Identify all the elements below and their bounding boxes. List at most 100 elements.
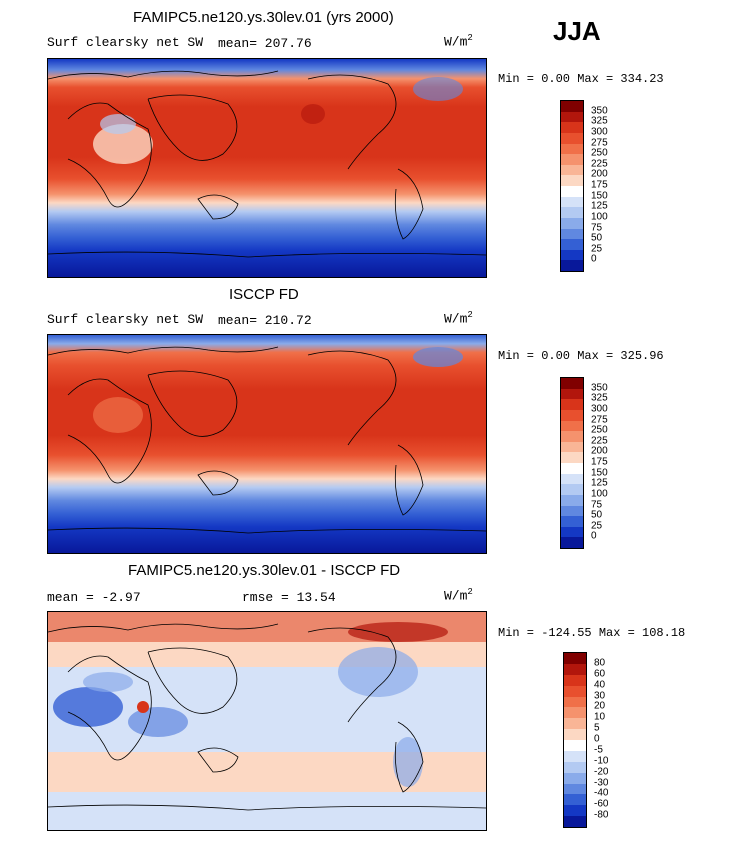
panel-2-map xyxy=(47,334,487,554)
colorbar-swatch xyxy=(561,164,583,176)
colorbar-swatch xyxy=(561,516,583,527)
colorbar-tick-label: 325 xyxy=(591,392,608,404)
panel-2-map-svg xyxy=(48,335,486,553)
colorbar-tick-label: 75 xyxy=(591,222,603,233)
colorbar-swatch xyxy=(561,420,583,432)
colorbar-tick-label: 25 xyxy=(591,520,603,532)
panel-3-mean-label: mean = -2.97 xyxy=(47,590,141,605)
colorbar-swatch xyxy=(561,463,583,474)
panel-3-title: FAMIPC5.ne120.ys.30lev.01 - ISCCP FD xyxy=(128,562,401,579)
colorbar-tick-label: 350 xyxy=(591,382,608,394)
colorbar-swatch xyxy=(564,685,586,697)
colorbar-swatch xyxy=(564,674,586,686)
colorbar-swatch xyxy=(561,249,583,261)
colorbar-swatch xyxy=(564,740,586,751)
colorbar-tick-label: 0 xyxy=(591,530,597,542)
colorbar-tick-label: 125 xyxy=(591,200,608,212)
colorbar-swatch xyxy=(561,186,583,197)
panel-2-colorbar xyxy=(560,377,584,549)
colorbar-tick-label: 0 xyxy=(594,733,600,745)
colorbar-tick-label: 250 xyxy=(591,147,608,159)
colorbar-swatch xyxy=(561,260,583,271)
colorbar-swatch xyxy=(564,750,586,762)
colorbar-swatch xyxy=(564,805,586,817)
colorbar-swatch xyxy=(561,526,583,538)
colorbar-swatch xyxy=(561,228,583,240)
colorbar-tick-label: 100 xyxy=(591,488,608,500)
panel-1-minmax: Min = 0.00 Max = 334.23 xyxy=(498,72,664,86)
colorbar-tick-label: 200 xyxy=(591,445,608,457)
colorbar-swatch xyxy=(564,663,586,675)
panel-3-map-svg xyxy=(48,612,486,830)
panel-2-mean-label: mean= 210.72 xyxy=(218,313,312,328)
colorbar-swatch xyxy=(561,473,583,485)
colorbar-tick-label: -40 xyxy=(594,787,609,799)
colorbar-swatch xyxy=(561,207,583,218)
panel-3-map xyxy=(47,611,487,831)
colorbar-swatch xyxy=(561,378,583,389)
colorbar-tick-label: 5 xyxy=(594,722,600,734)
colorbar-swatch xyxy=(561,217,583,229)
colorbar-tick-label: 250 xyxy=(591,424,608,436)
panel-3-colorbar xyxy=(563,652,587,828)
colorbar-swatch xyxy=(564,816,586,827)
colorbar-swatch xyxy=(564,696,586,708)
colorbar-tick-label: 50 xyxy=(591,509,603,521)
panel-1-variable-label: Surf clearsky net SW xyxy=(47,35,204,50)
panel-1-map-svg xyxy=(48,59,486,277)
colorbar-swatch xyxy=(561,132,583,144)
colorbar-swatch xyxy=(561,484,583,495)
colorbar-swatch xyxy=(561,537,583,548)
colorbar-tick-label: 150 xyxy=(591,190,608,202)
colorbar-tick-label: 10 xyxy=(594,711,606,723)
colorbar-tick-label: 225 xyxy=(591,435,608,447)
colorbar-tick-label: 20 xyxy=(594,700,606,712)
colorbar-tick-label: 30 xyxy=(594,690,606,701)
colorbar-swatch xyxy=(561,505,583,517)
colorbar-tick-label: 150 xyxy=(591,467,608,479)
panel-2-variable-label: Surf clearsky net SW xyxy=(47,312,204,327)
colorbar-swatch xyxy=(561,494,583,506)
colorbar-tick-label: 0 xyxy=(591,253,597,265)
panel-3-rmse-label: rmse = 13.54 xyxy=(242,590,336,605)
colorbar-tick-label: 25 xyxy=(591,243,603,255)
panel-1-mean-label: mean= 207.76 xyxy=(218,36,312,51)
colorbar-swatch xyxy=(564,794,586,806)
colorbar-tick-label: 125 xyxy=(591,477,608,489)
panel-3-minmax: Min = -124.55 Max = 108.18 xyxy=(498,626,686,640)
season-label: JJA xyxy=(553,16,601,46)
colorbar-swatch xyxy=(561,196,583,208)
colorbar-swatch xyxy=(561,175,583,186)
colorbar-swatch xyxy=(564,653,586,664)
colorbar-tick-label: -30 xyxy=(594,777,609,788)
colorbar-swatch xyxy=(561,399,583,410)
colorbar-tick-label: -80 xyxy=(594,809,609,821)
panel-3-units: W/m2 xyxy=(444,587,473,604)
colorbar-tick-label: 60 xyxy=(594,668,606,680)
panel-1-colorbar xyxy=(560,100,584,272)
colorbar-swatch xyxy=(561,441,583,453)
colorbar-tick-label: 350 xyxy=(591,105,608,117)
colorbar-tick-label: 325 xyxy=(591,115,608,127)
colorbar-tick-label: 75 xyxy=(591,499,603,510)
colorbar-swatch xyxy=(564,729,586,740)
colorbar-tick-label: 175 xyxy=(591,456,608,468)
panel-1-units: W/m2 xyxy=(444,33,473,50)
colorbar-tick-label: 300 xyxy=(591,126,608,138)
colorbar-tick-label: 275 xyxy=(591,137,608,148)
colorbar-swatch xyxy=(561,122,583,133)
colorbar-swatch xyxy=(561,452,583,463)
colorbar-swatch xyxy=(561,239,583,250)
colorbar-swatch xyxy=(564,761,586,773)
colorbar-swatch xyxy=(561,143,583,155)
panel-1-map xyxy=(47,58,487,278)
panel-2-minmax: Min = 0.00 Max = 325.96 xyxy=(498,349,664,363)
colorbar-swatch xyxy=(561,388,583,400)
colorbar-tick-label: -60 xyxy=(594,798,609,810)
colorbar-swatch xyxy=(561,101,583,112)
colorbar-tick-label: -5 xyxy=(594,744,603,756)
colorbar-swatch xyxy=(564,718,586,730)
colorbar-swatch xyxy=(561,154,583,165)
colorbar-tick-label: 175 xyxy=(591,179,608,191)
colorbar-tick-label: 50 xyxy=(591,232,603,244)
